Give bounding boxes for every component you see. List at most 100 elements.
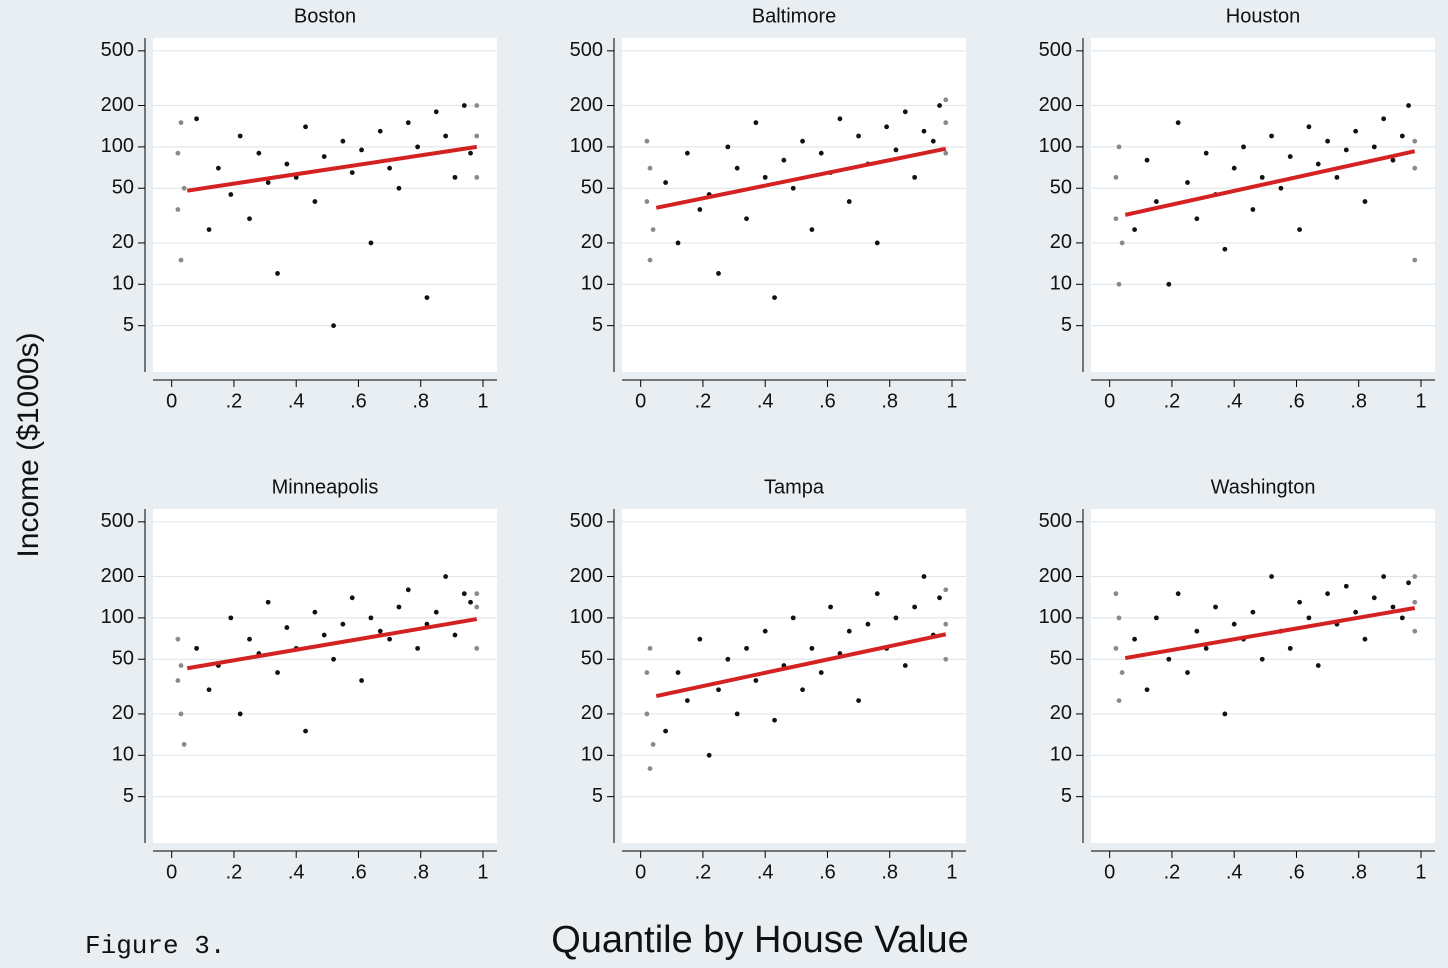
panel-title: Baltimore [752, 5, 836, 27]
point [809, 227, 815, 233]
point [1381, 574, 1387, 579]
point [1371, 595, 1377, 601]
point [1116, 281, 1122, 287]
x-tick-label: .4 [1226, 861, 1243, 883]
point [1343, 583, 1349, 589]
point [349, 595, 355, 601]
point [921, 574, 927, 579]
point [706, 752, 712, 758]
y-tick-label: 100 [1039, 135, 1072, 157]
point [474, 604, 480, 610]
point [1113, 591, 1119, 597]
y-tick-label: 100 [101, 606, 134, 628]
point [1119, 240, 1125, 246]
point [1175, 120, 1181, 126]
y-tick-label: 50 [1050, 648, 1072, 670]
x-tick-label: 1 [946, 390, 957, 412]
caption: Figure 3. [85, 931, 225, 961]
point [884, 124, 890, 130]
y-tick-label: 500 [570, 510, 603, 532]
point [433, 109, 439, 115]
point [1175, 591, 1181, 597]
point [215, 165, 221, 171]
point [772, 717, 777, 723]
point [846, 199, 852, 204]
point [753, 120, 759, 126]
x-tick-label: 1 [1415, 861, 1426, 883]
fit-line [186, 144, 478, 193]
y-tick-label: 50 [581, 177, 603, 199]
y-tick-label: 50 [581, 648, 603, 670]
y-tick-label: 100 [570, 606, 603, 628]
point [396, 185, 402, 191]
point [265, 599, 271, 605]
point [837, 116, 843, 122]
y-tick-label: 5 [592, 314, 603, 336]
fit-line [1124, 149, 1416, 217]
y-tick-label: 500 [570, 39, 603, 61]
point [818, 670, 824, 675]
point [321, 154, 327, 159]
point [1241, 144, 1246, 150]
point [1203, 150, 1209, 156]
point [1231, 621, 1237, 627]
y-tick-label: 5 [592, 785, 603, 807]
point [474, 645, 480, 651]
point [1153, 199, 1159, 204]
point [753, 678, 759, 683]
point [1315, 663, 1321, 668]
point [1315, 161, 1321, 167]
point [644, 670, 650, 675]
y-tick-label: 200 [101, 565, 134, 587]
point [762, 628, 768, 634]
point [716, 687, 721, 693]
x-tick-label: .8 [412, 861, 429, 883]
point [725, 144, 731, 150]
point [697, 207, 703, 212]
x-tick-label: .2 [695, 861, 712, 883]
plot-area [1091, 38, 1435, 372]
point [1287, 645, 1293, 651]
point [800, 687, 805, 693]
point [943, 656, 949, 662]
point [405, 120, 411, 126]
point [893, 147, 899, 153]
point [443, 133, 449, 139]
point [237, 711, 243, 717]
panel-title: Minneapolis [272, 476, 379, 498]
point [275, 670, 280, 675]
point [644, 711, 650, 717]
point [1222, 711, 1228, 717]
point [1362, 636, 1368, 642]
x-tick-label: .2 [1164, 390, 1181, 412]
point [228, 615, 234, 621]
x-tick-label: .4 [757, 390, 774, 412]
point [781, 157, 787, 163]
point [809, 645, 815, 651]
point [175, 636, 181, 642]
y-tick-label: 100 [570, 135, 603, 157]
y-tick-label: 100 [1039, 606, 1072, 628]
plot-area [153, 38, 497, 372]
x-tick-label: .6 [819, 861, 836, 883]
y-tick-label: 500 [101, 510, 134, 532]
point [237, 133, 243, 139]
point [647, 766, 653, 772]
point [675, 240, 681, 246]
point [206, 227, 212, 233]
point [647, 645, 653, 651]
x-tick-label: .8 [412, 390, 429, 412]
x-axis-title: Quantile by House Value [551, 919, 969, 961]
x-tick-label: .8 [881, 861, 898, 883]
x-tick-label: .4 [757, 861, 774, 883]
point [1353, 128, 1359, 134]
x-tick-label: .6 [1288, 390, 1305, 412]
point [921, 128, 927, 134]
y-tick-label: 50 [1050, 177, 1072, 199]
x-tick-label: .8 [1350, 390, 1367, 412]
fit-line [1124, 606, 1416, 661]
point [284, 161, 290, 167]
point [247, 216, 252, 222]
point [943, 97, 949, 103]
fit-line [655, 632, 947, 698]
